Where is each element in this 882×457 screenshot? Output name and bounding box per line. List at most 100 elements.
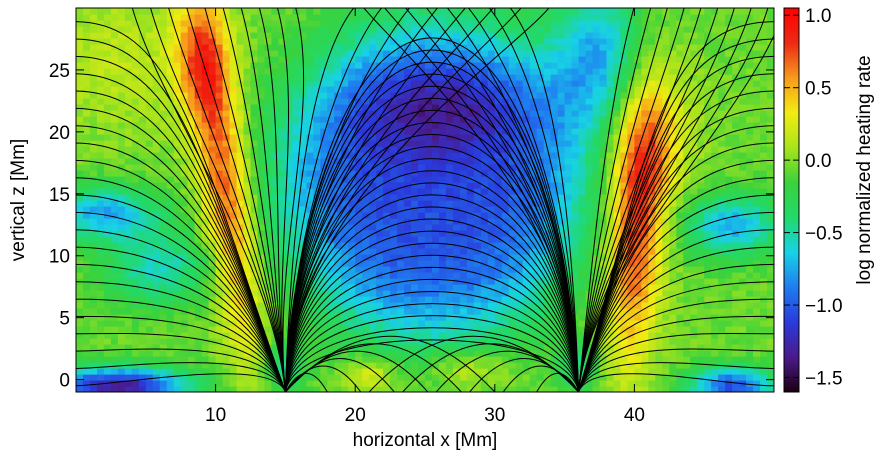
heatmap-cell (627, 146, 635, 153)
heatmap-cell (313, 344, 321, 351)
heatmap-cell (341, 182, 349, 189)
heatmap-cell (683, 314, 691, 321)
heatmap-cell (697, 146, 705, 153)
heatmap-cell (571, 248, 580, 255)
heatmap-cell (592, 218, 601, 225)
heatmap-cell (508, 320, 517, 327)
heatmap-cell (327, 176, 335, 183)
heatmap-cell (425, 224, 433, 231)
heatmap-cell (550, 92, 559, 99)
heatmap-cell (250, 116, 259, 123)
heatmap-cell (501, 350, 510, 357)
heatmap-cell (222, 146, 231, 153)
heatmap-cell (438, 386, 447, 392)
heatmap-cell (648, 92, 656, 99)
heatmap-cell (578, 278, 587, 285)
heatmap-cell (285, 260, 293, 267)
heatmap-cell (152, 140, 161, 147)
heatmap-cell (362, 350, 370, 357)
heatmap-cell (306, 338, 314, 345)
heatmap-cell (585, 188, 594, 195)
heatmap-cell (739, 242, 747, 249)
heatmap-cell (536, 194, 545, 201)
heatmap-cell (501, 356, 510, 363)
heatmap-cell (390, 128, 398, 135)
heatmap-cell (229, 296, 238, 303)
heatmap-cell (725, 308, 733, 315)
heatmap-cell (620, 200, 629, 207)
heatmap-cell (739, 386, 747, 392)
heatmap-cell (599, 212, 608, 219)
heatmap-cell (404, 374, 412, 381)
heatmap-cell (746, 152, 754, 159)
heatmap-cell (236, 164, 245, 171)
heatmap-cell (194, 344, 203, 351)
heatmap-cell (131, 200, 140, 207)
heatmap-cell (704, 152, 712, 159)
heatmap-cell (208, 284, 217, 291)
heatmap-cell (452, 110, 461, 117)
heatmap-cell (543, 326, 552, 333)
heatmap-cell (452, 92, 461, 99)
heatmap-cell (383, 128, 391, 135)
heatmap-cell (222, 122, 231, 129)
heatmap-cell (732, 362, 740, 369)
heatmap-cell (124, 158, 133, 165)
heatmap-cell (767, 350, 774, 357)
heatmap-cell (208, 182, 217, 189)
heatmap-cell (494, 332, 503, 339)
heatmap-cell (369, 380, 377, 387)
heatmap-cell (634, 374, 642, 381)
heatmap-cell (655, 224, 663, 231)
heatmap-cell (76, 368, 84, 375)
heatmap-cell (390, 272, 398, 279)
heatmap-cell (89, 170, 98, 177)
heatmap-cell (732, 188, 740, 195)
heatmap-cell (222, 200, 231, 207)
heatmap-cell (327, 146, 335, 153)
heatmap-cell (480, 134, 489, 141)
heatmap-cell (508, 236, 517, 243)
heatmap-cell (676, 92, 684, 99)
heatmap-cell (662, 374, 670, 381)
heatmap-cell (746, 188, 754, 195)
heatmap-cell (676, 260, 684, 267)
heatmap-cell (473, 134, 482, 141)
heatmap-cell (613, 116, 622, 123)
heatmap-cell (376, 356, 384, 363)
heatmap-cell (669, 326, 677, 333)
heatmap-cell (159, 206, 168, 213)
heatmap-cell (515, 374, 524, 381)
heatmap-cell (452, 128, 461, 135)
heatmap-cell (82, 98, 91, 105)
heatmap-cell (501, 254, 510, 261)
heatmap-cell (550, 140, 559, 147)
heatmap-cell (690, 230, 698, 237)
heatmap-cell (390, 260, 398, 267)
heatmap-cell (138, 314, 147, 321)
heatmap-cell (767, 374, 774, 381)
heatmap-cell (655, 248, 663, 255)
heatmap-cell (173, 116, 182, 123)
heatmap-cell (166, 386, 175, 392)
heatmap-cell (299, 110, 307, 117)
heatmap-cell (334, 98, 342, 105)
heatmap-cell (732, 92, 740, 99)
heatmap-cell (110, 386, 119, 392)
heatmap-cell (578, 200, 587, 207)
heatmap-cell (522, 290, 531, 297)
heatmap-cell (76, 230, 84, 237)
heatmap-cell (515, 224, 524, 231)
heatmap-cell (425, 242, 433, 249)
heatmap-cell (369, 98, 377, 105)
heatmap-cell (390, 230, 398, 237)
heatmap-cell (138, 188, 147, 195)
heatmap-cell (746, 254, 754, 261)
heatmap-cell (383, 170, 391, 177)
heatmap-cell (306, 188, 314, 195)
heatmap-cell (571, 242, 580, 249)
heatmap-cell (732, 134, 740, 141)
heatmap-cell (278, 242, 286, 249)
heatmap-cell (648, 260, 656, 267)
heatmap-cell (501, 110, 510, 117)
